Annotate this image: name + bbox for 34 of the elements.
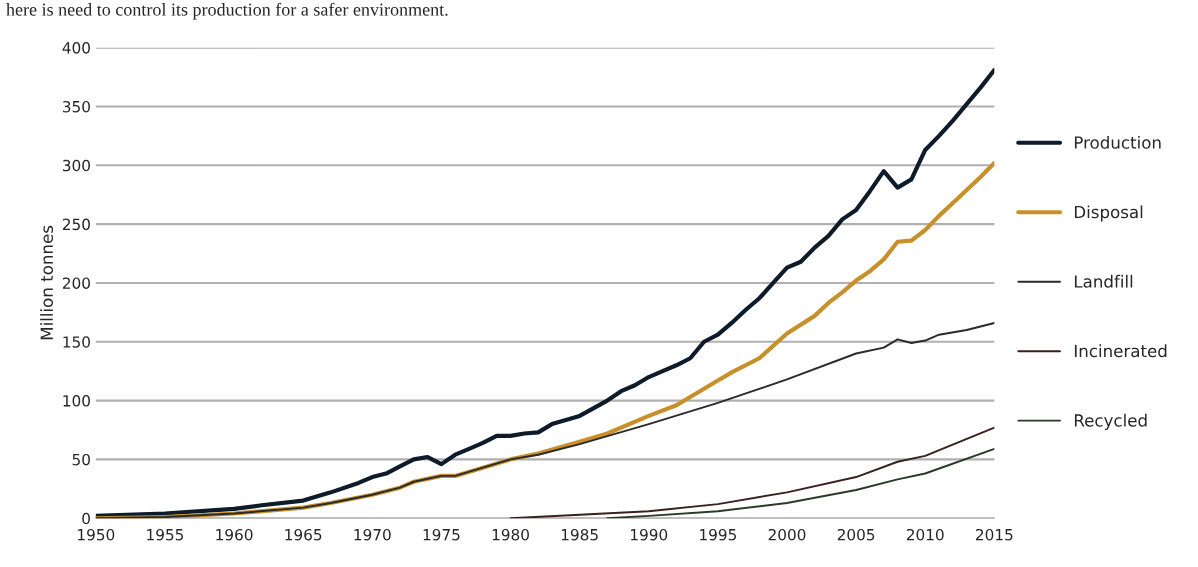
- y-tick-label: 300: [62, 159, 90, 172]
- x-tick-label: 2015: [976, 528, 1013, 541]
- line-series: [95, 321, 995, 519]
- legend-label: Disposal: [1074, 205, 1143, 222]
- y-tick-label: 50: [72, 453, 90, 466]
- y-tick-label: 0: [82, 512, 90, 525]
- line-series: [95, 67, 995, 518]
- y-tick-label: 150: [63, 336, 90, 348]
- x-tick-label: 1970: [354, 528, 391, 541]
- legend-label: Landfill: [1074, 274, 1133, 288]
- legend-label: Incinerated: [1074, 344, 1167, 358]
- y-tick-label: 200: [62, 277, 90, 289]
- x-tick-label: 1980: [492, 528, 529, 541]
- x-tick-label: 1985: [561, 528, 598, 541]
- x-tick-label: 1960: [216, 528, 253, 541]
- x-tick-label: 1990: [631, 528, 668, 541]
- line-series: [606, 447, 995, 519]
- x-tick-label: 2000: [768, 528, 806, 541]
- y-tick-label: 100: [63, 395, 90, 407]
- x-tick-label: 1950: [78, 528, 115, 541]
- text: here is need to control its production for a safer environment.: [6, 2, 448, 20]
- y-tick-label: 350: [62, 100, 90, 113]
- y-tick-label: 400: [62, 42, 90, 54]
- x-tick-label: 2005: [837, 528, 875, 541]
- legend-label: Production: [1074, 135, 1161, 149]
- x-tick-label: 2010: [906, 528, 944, 541]
- x-tick-label: 1995: [700, 528, 736, 541]
- y-axis-title: Million tonnes: [40, 225, 54, 340]
- x-tick-label: 1955: [147, 528, 184, 541]
- y-tick-label: 250: [62, 218, 90, 231]
- x-tick-label: 1965: [285, 528, 322, 541]
- legend-label: Recycled: [1074, 413, 1147, 430]
- line-series: [509, 426, 995, 519]
- x-tick-label: 1975: [423, 528, 460, 541]
